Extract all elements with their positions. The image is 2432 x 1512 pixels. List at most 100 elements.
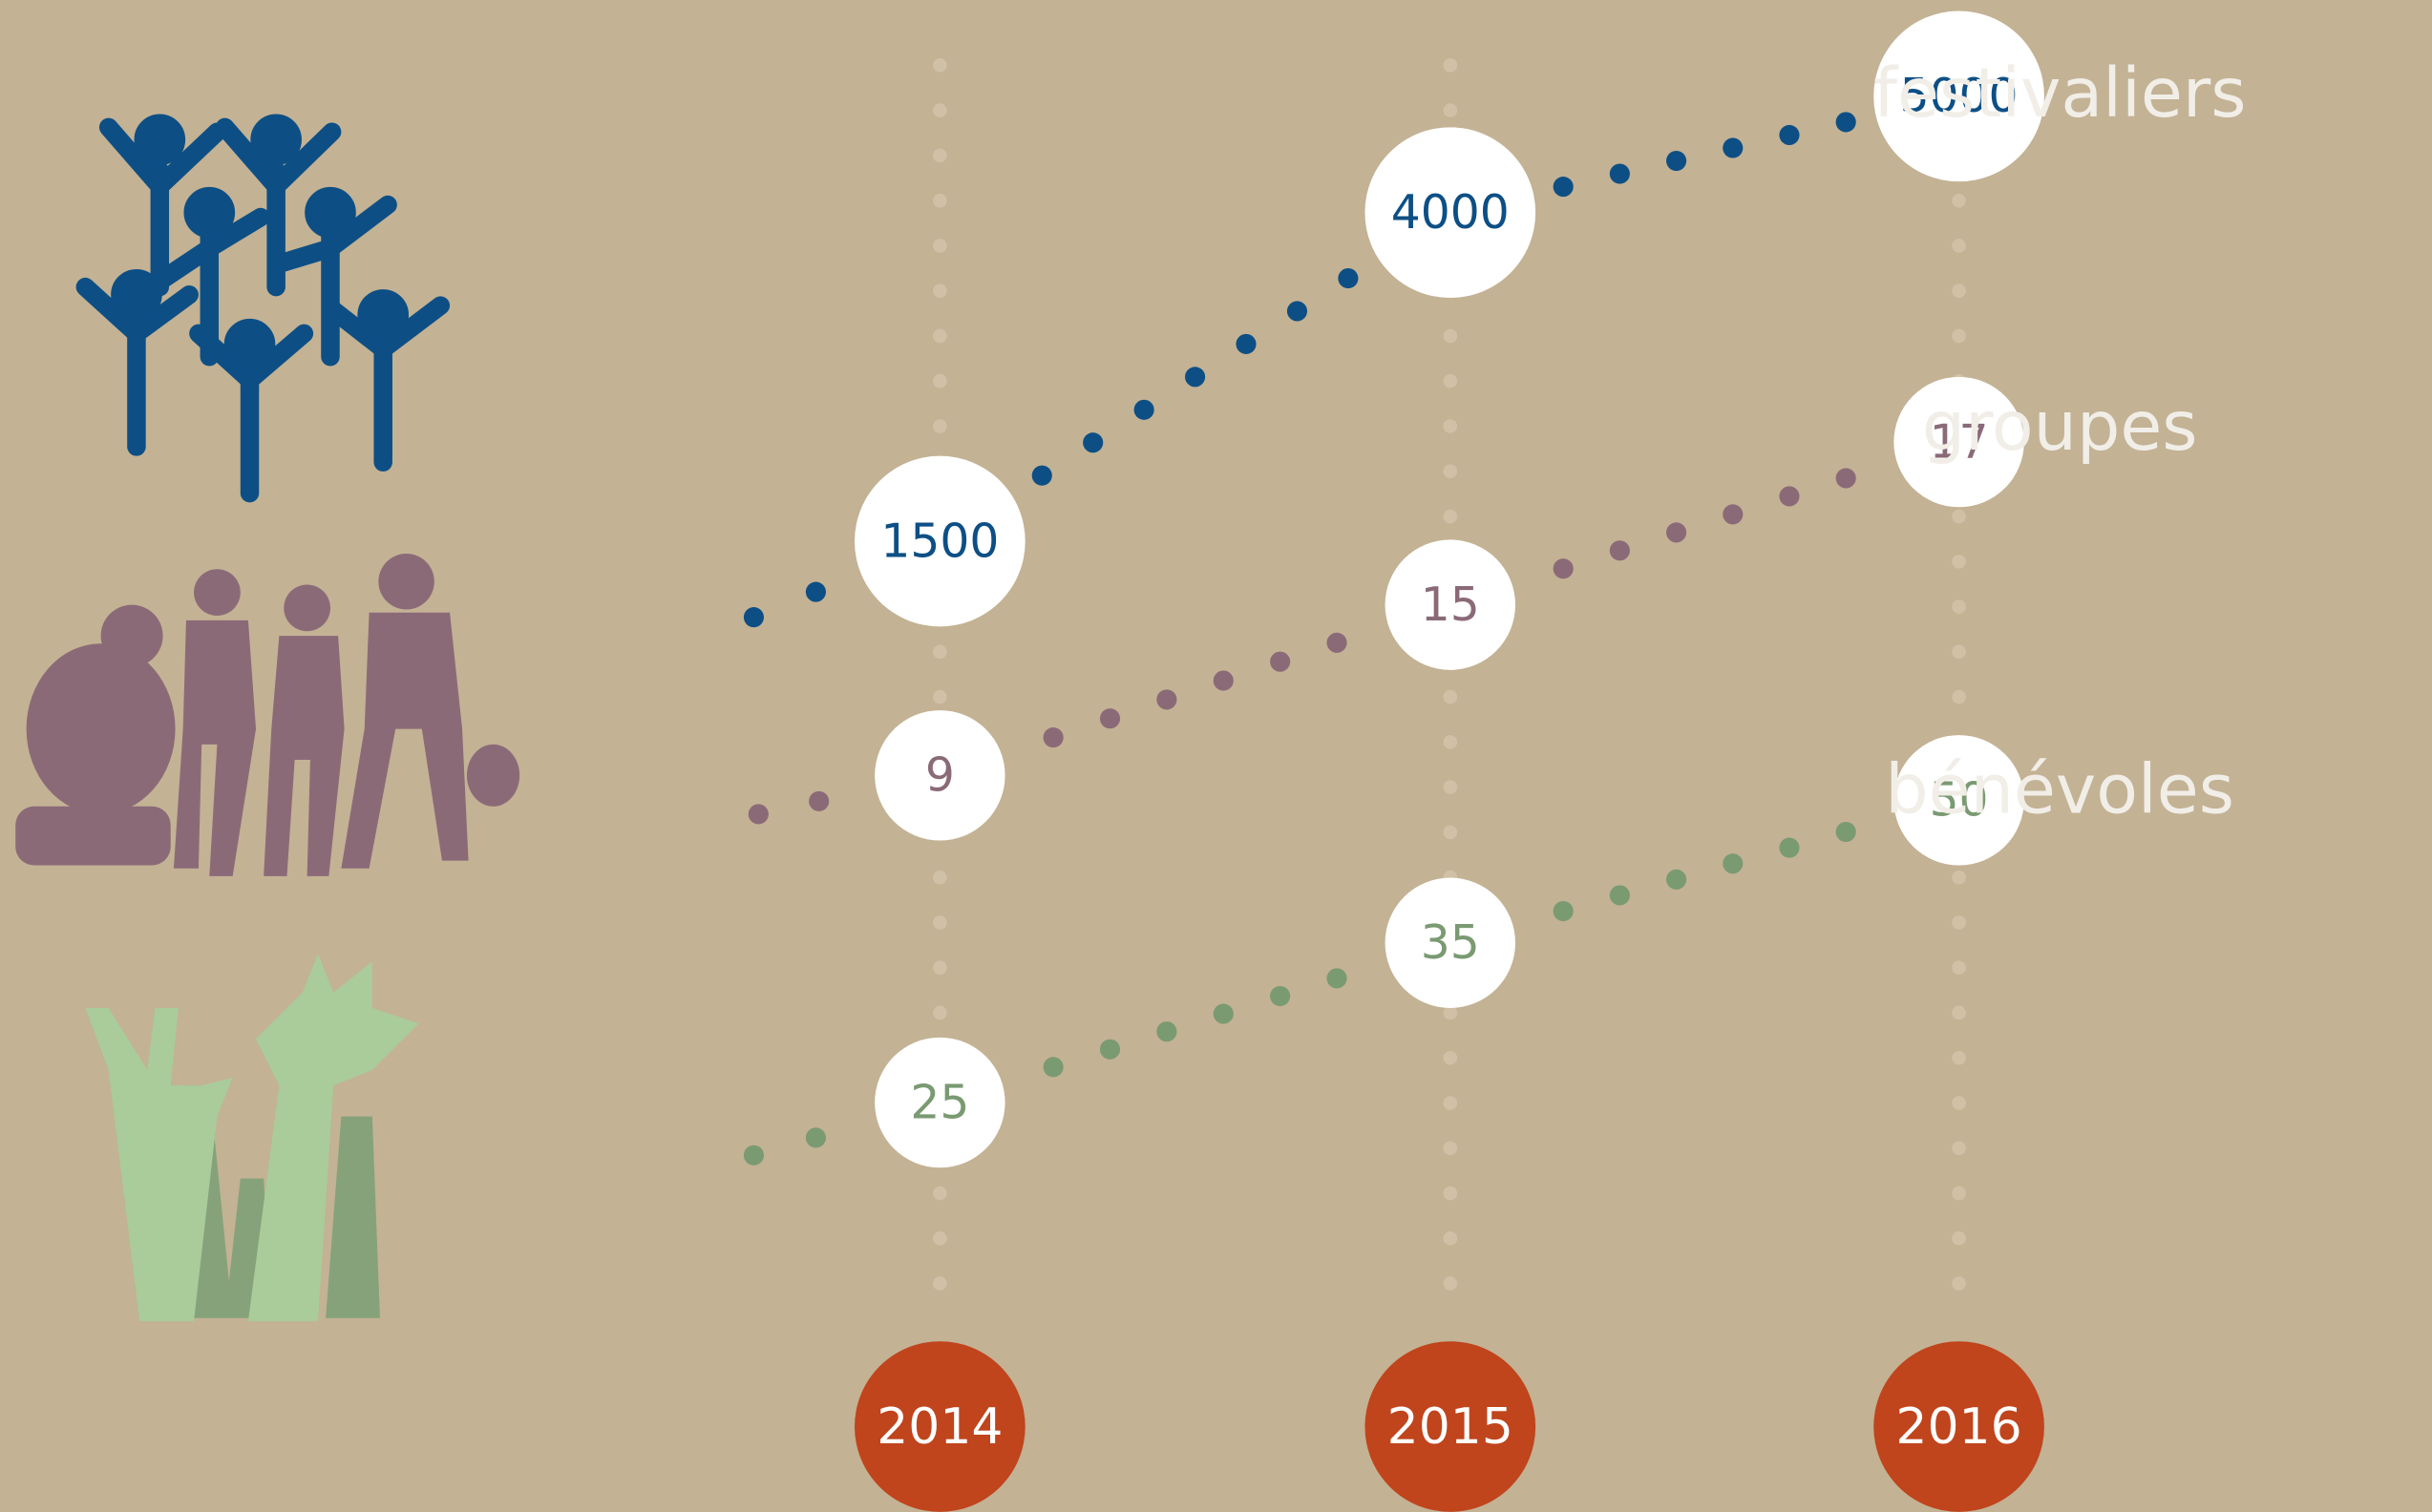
guide-dot bbox=[1952, 871, 1966, 885]
guide-dot bbox=[1443, 735, 1457, 749]
trend-dot bbox=[1214, 1004, 1234, 1024]
guide-dot bbox=[1952, 599, 1966, 614]
trend-dot bbox=[1554, 901, 1574, 921]
guide-dot bbox=[1443, 374, 1457, 388]
trend-dot bbox=[1779, 838, 1799, 858]
value-label: 25 bbox=[910, 1076, 969, 1129]
guide-dot bbox=[933, 960, 947, 975]
guide-dot bbox=[933, 1231, 947, 1246]
guide-dot bbox=[1952, 915, 1966, 930]
guide-dot bbox=[1952, 1006, 1966, 1020]
guide-dot bbox=[1443, 329, 1457, 344]
value-label: 1500 bbox=[880, 514, 999, 568]
value-label: 15 bbox=[1421, 578, 1480, 632]
trend-dot bbox=[1554, 177, 1574, 197]
guide-dot bbox=[933, 149, 947, 163]
page: 150040005000festivaliers91517groupes2535… bbox=[0, 0, 2432, 1512]
trend-dot bbox=[1723, 504, 1743, 524]
trend-dot bbox=[1044, 727, 1064, 747]
trend-dot bbox=[1214, 670, 1234, 690]
guide-dot bbox=[1952, 1186, 1966, 1201]
guide-dot bbox=[1952, 960, 1966, 975]
trend-dot bbox=[1326, 633, 1346, 653]
row-label: groupes bbox=[1922, 387, 2198, 466]
trend-dot bbox=[1326, 968, 1346, 988]
trend-dot bbox=[1836, 112, 1856, 132]
trend-dot bbox=[1554, 558, 1574, 578]
trend-dot bbox=[1723, 853, 1743, 873]
trend-dot bbox=[1666, 870, 1686, 890]
guide-dot bbox=[1952, 1051, 1966, 1065]
year-label: 2016 bbox=[1895, 1398, 2021, 1456]
guide-dot bbox=[933, 1006, 947, 1020]
guide-dot bbox=[1443, 1096, 1457, 1110]
trend-dot bbox=[1610, 885, 1630, 905]
guide-dot bbox=[933, 871, 947, 885]
trend-dot bbox=[1032, 466, 1052, 486]
infographic: 150040005000festivaliers91517groupes2535… bbox=[0, 0, 2432, 1512]
trend-dot bbox=[1666, 151, 1686, 171]
guide-dot bbox=[1443, 1141, 1457, 1155]
guide-dot bbox=[1443, 419, 1457, 433]
guide-dot bbox=[933, 284, 947, 298]
trend-dot bbox=[1779, 125, 1799, 145]
guide-dot bbox=[1443, 1231, 1457, 1246]
trend-dot bbox=[1044, 1057, 1064, 1077]
guide-dot bbox=[1952, 284, 1966, 298]
guide-dot bbox=[1952, 1276, 1966, 1291]
trend-dot bbox=[744, 1145, 764, 1166]
guide-dot bbox=[933, 194, 947, 208]
trend-dot bbox=[1610, 540, 1630, 560]
trend-dot bbox=[1134, 400, 1154, 420]
trend-dot bbox=[1287, 301, 1307, 321]
guide-dot bbox=[1443, 1276, 1457, 1291]
trend-dot bbox=[749, 804, 769, 824]
guide-dot bbox=[1443, 1051, 1457, 1065]
trend-dot bbox=[1236, 334, 1256, 354]
trend-dot bbox=[744, 607, 764, 627]
trend-dot bbox=[1100, 1040, 1120, 1060]
guide-dot bbox=[1952, 329, 1966, 344]
guide-dot bbox=[1952, 555, 1966, 569]
guide-dot bbox=[1952, 645, 1966, 660]
guide-dot bbox=[933, 419, 947, 433]
trend-dot bbox=[1836, 468, 1856, 488]
guide-dot bbox=[933, 645, 947, 660]
trend-dot bbox=[1610, 163, 1630, 183]
guide-dot bbox=[1443, 690, 1457, 704]
row-label: bénévoles bbox=[1885, 749, 2234, 829]
value-label: 4000 bbox=[1391, 186, 1510, 240]
guide-dot bbox=[933, 239, 947, 253]
guide-dot bbox=[1952, 1096, 1966, 1110]
trend-dot bbox=[1338, 268, 1358, 288]
row-label: festivaliers bbox=[1873, 53, 2247, 133]
guide-dot bbox=[1443, 103, 1457, 117]
guide-dot bbox=[1952, 510, 1966, 524]
trend-dot bbox=[1083, 432, 1103, 452]
guide-dot bbox=[933, 329, 947, 344]
trend-dot bbox=[1666, 522, 1686, 542]
guide-dot bbox=[1952, 239, 1966, 253]
guide-dot bbox=[1443, 1186, 1457, 1201]
guide-dot bbox=[933, 374, 947, 388]
guide-dot bbox=[933, 915, 947, 930]
guide-dot bbox=[1952, 690, 1966, 704]
trend-dot bbox=[1270, 652, 1290, 672]
trend-dot bbox=[1100, 708, 1120, 728]
trend-dot bbox=[1270, 986, 1290, 1006]
trend-dot bbox=[806, 582, 826, 602]
trend-dot bbox=[806, 1127, 826, 1147]
guide-dot bbox=[933, 1276, 947, 1291]
guide-dot bbox=[1443, 510, 1457, 524]
trend-dot bbox=[1723, 137, 1743, 158]
guide-dot bbox=[1952, 194, 1966, 208]
guide-dot bbox=[933, 690, 947, 704]
trend-dot bbox=[809, 791, 829, 811]
guide-dot bbox=[933, 58, 947, 73]
year-label: 2014 bbox=[877, 1398, 1003, 1456]
guide-dot bbox=[933, 1186, 947, 1201]
guide-dot bbox=[1443, 464, 1457, 478]
guide-dot bbox=[1443, 780, 1457, 794]
guide-dot bbox=[1952, 1231, 1966, 1246]
guide-dot bbox=[1952, 1141, 1966, 1155]
